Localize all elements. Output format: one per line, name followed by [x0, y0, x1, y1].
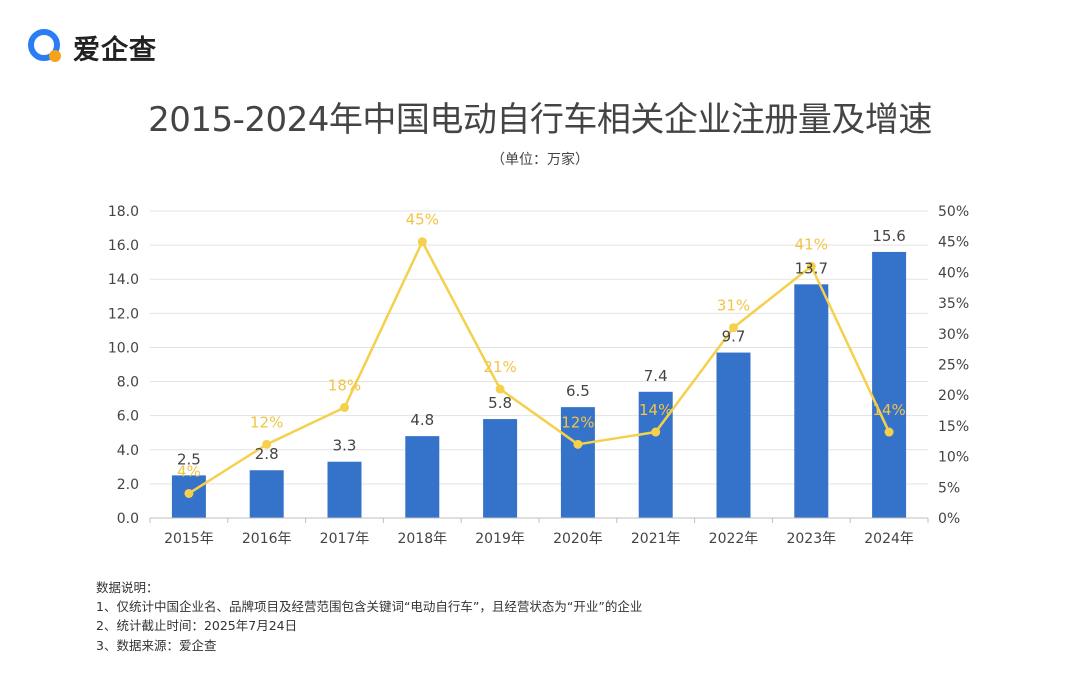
- growth-point: [262, 439, 272, 449]
- growth-value-label: 12%: [561, 413, 594, 431]
- growth-point: [495, 384, 505, 394]
- y-right-tick-label: 45%: [938, 235, 969, 251]
- bar-series: [171, 251, 907, 518]
- bar-value-label: 3.3: [333, 437, 357, 455]
- magnifier-logo-icon: [28, 29, 61, 62]
- bar-value-label: 6.5: [566, 382, 590, 400]
- growth-line-series: [184, 237, 894, 498]
- y-right-tick-label: 15%: [938, 419, 969, 435]
- bar-value-label: 13.7: [795, 259, 828, 277]
- growth-point: [806, 261, 816, 271]
- bar-value-label: 5.8: [488, 394, 512, 412]
- x-tick-label: 2019年: [475, 531, 525, 547]
- growth-value-label: 14%: [872, 401, 905, 419]
- y-left-tick-label: 10.0: [108, 340, 139, 356]
- y-right-tick-label: 50%: [938, 204, 969, 220]
- notes-item: 1、仅统计中国企业名、品牌项目及经营范围包含关键词“电动自行车”，且经营状态为“…: [96, 599, 643, 615]
- y-right-tick-label: 40%: [938, 265, 969, 281]
- y-right-tick-label: 30%: [938, 327, 969, 343]
- chart-subtitle: （单位：万家）: [491, 152, 589, 168]
- brand-name: 爱企查: [73, 34, 157, 66]
- y-left-tick-label: 14.0: [108, 272, 139, 288]
- bar-value-label: 7.4: [644, 367, 668, 385]
- y-left-tick-label: 6.0: [117, 409, 139, 425]
- y-left-tick-label: 2.0: [117, 477, 139, 493]
- brand-logo: 爱企查: [26, 27, 157, 67]
- growth-point: [884, 427, 894, 437]
- data-notes: 数据说明： 1、仅统计中国企业名、品牌项目及经营范围包含关键词“电动自行车”，且…: [96, 578, 642, 655]
- growth-point: [184, 488, 194, 498]
- bar: [249, 470, 284, 518]
- y-left-tick-label: 8.0: [117, 375, 139, 391]
- x-tick-label: 2020年: [553, 531, 603, 547]
- bar-value-label: 2.8: [255, 445, 279, 463]
- x-tick-label: 2016年: [242, 531, 292, 547]
- bar: [405, 436, 440, 518]
- notes-item: 2、统计截止时间：2025年7月24日: [96, 618, 298, 634]
- y-left-tick-label: 18.0: [108, 204, 139, 220]
- axes: 0.0 2.0 4.0 6.0 8.0 10.0 12.0 14.0 16.0 18.0 0% 5% 1…: [108, 204, 969, 547]
- y-left-tick-label: 0.0: [117, 511, 139, 527]
- growth-line: [188, 240, 891, 495]
- growth-point: [651, 427, 661, 437]
- y-right-tick-label: 5%: [938, 480, 960, 496]
- x-tick-label: 2017年: [320, 531, 370, 547]
- bar-value-label: 4.8: [410, 411, 434, 429]
- growth-value-label: 4%: [177, 462, 201, 480]
- bar: [560, 407, 595, 518]
- growth-value-label: 31%: [717, 297, 750, 315]
- bar: [716, 352, 751, 518]
- y-right-tick-label: 35%: [938, 296, 969, 312]
- growth-point: [417, 237, 427, 247]
- bar: [327, 461, 362, 518]
- y-right-tick-label: 10%: [938, 450, 969, 466]
- growth-value-label: 21%: [483, 358, 516, 376]
- y-right-tick-label: 25%: [938, 358, 969, 374]
- x-tick-label: 2024年: [864, 531, 914, 547]
- y-left-tick-label: 4.0: [117, 443, 139, 459]
- growth-value-label: 18%: [328, 376, 361, 394]
- x-tick-label: 2021年: [631, 531, 681, 547]
- data-labels: 2.5 2.8 3.3 4.8 5.8 6.5 7.4 9.7 13.7 15.6 4% 12% 18%…: [177, 211, 906, 481]
- growth-value-label: 14%: [639, 401, 672, 419]
- growth-point: [340, 402, 349, 412]
- growth-value-label: 45%: [406, 211, 439, 229]
- y-left-tick-label: 16.0: [108, 238, 139, 254]
- y-right-tick-label: 0%: [938, 511, 960, 527]
- bar: [483, 419, 518, 518]
- bar-value-label: 15.6: [872, 227, 905, 245]
- y-right-tick-label: 20%: [938, 388, 969, 404]
- bar: [872, 251, 907, 518]
- x-tick-label: 2018年: [397, 531, 447, 547]
- notes-item: 3、数据来源：爱企查: [96, 637, 217, 653]
- x-tick-label: 2023年: [786, 531, 836, 547]
- notes-heading: 数据说明：: [96, 580, 159, 595]
- bar-value-label: 2.5: [177, 450, 201, 468]
- y-left-tick-label: 12.0: [108, 306, 139, 322]
- x-tick-label: 2015年: [164, 531, 214, 547]
- x-tick-label: 2022年: [709, 531, 759, 547]
- growth-value-label: 12%: [250, 413, 283, 431]
- chart-title: 2015-2024年中国电动自行车相关企业注册量及增速: [148, 100, 932, 140]
- bar: [638, 391, 673, 518]
- growth-value-label: 41%: [795, 235, 828, 253]
- growth-point: [729, 323, 738, 333]
- combo-chart: 2.5 2.8 3.3 4.8 5.8 6.5 7.4 9.7 13.7 15.6 4% 12% 18%…: [108, 204, 969, 547]
- growth-point: [573, 439, 583, 449]
- bar-value-label: 9.7: [722, 328, 746, 346]
- bar: [794, 284, 829, 518]
